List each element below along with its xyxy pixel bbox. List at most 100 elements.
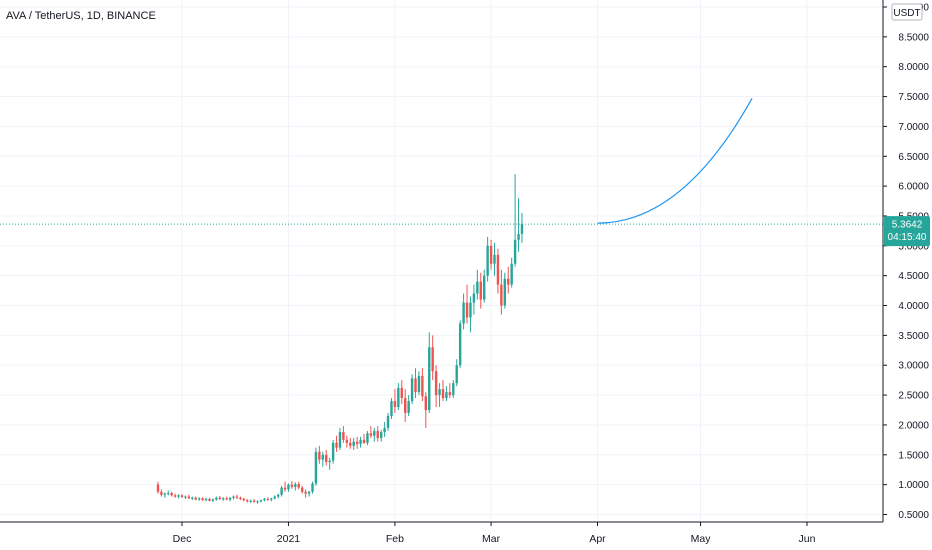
candle[interactable] — [256, 500, 259, 504]
candle-body[interactable] — [496, 254, 500, 285]
projection-curve[interactable] — [597, 98, 753, 224]
candle[interactable] — [496, 248, 500, 294]
candle-body[interactable] — [472, 293, 476, 303]
candle-body[interactable] — [469, 302, 472, 318]
candle[interactable] — [445, 386, 448, 402]
candle[interactable] — [287, 483, 290, 492]
candle[interactable] — [218, 495, 221, 501]
candle-body[interactable] — [513, 239, 517, 264]
candle-body[interactable] — [273, 496, 276, 499]
candle[interactable] — [472, 284, 476, 315]
candle-body[interactable] — [486, 245, 489, 276]
candle-body[interactable] — [184, 496, 187, 498]
candle-body[interactable] — [325, 454, 328, 462]
candle-body[interactable] — [314, 451, 318, 484]
projection-group[interactable] — [597, 98, 753, 224]
candle-body[interactable] — [379, 432, 383, 439]
candle-body[interactable] — [400, 387, 403, 399]
candle[interactable] — [424, 392, 428, 428]
candle[interactable] — [383, 421, 386, 437]
candle-body[interactable] — [201, 498, 204, 501]
candle-body[interactable] — [479, 281, 482, 300]
candle[interactable] — [300, 485, 304, 494]
candle-body[interactable] — [428, 347, 431, 411]
candle[interactable] — [222, 497, 225, 501]
candle[interactable] — [513, 174, 517, 267]
candle[interactable] — [304, 489, 307, 498]
currency-selector-box[interactable] — [891, 3, 923, 21]
candle[interactable] — [434, 365, 438, 408]
candle-body[interactable] — [160, 491, 163, 495]
candle-body[interactable] — [294, 484, 297, 488]
candle[interactable] — [239, 496, 242, 501]
candle[interactable] — [259, 499, 263, 503]
candle-body[interactable] — [397, 387, 400, 408]
candle[interactable] — [349, 438, 352, 449]
candle-body[interactable] — [256, 501, 259, 503]
candle-body[interactable] — [510, 263, 513, 285]
candle-body[interactable] — [228, 497, 232, 500]
candle[interactable] — [520, 212, 524, 243]
candle[interactable] — [359, 436, 362, 448]
candle[interactable] — [431, 335, 434, 381]
candle-body[interactable] — [318, 451, 321, 460]
candle[interactable] — [489, 239, 493, 270]
candle-body[interactable] — [167, 493, 170, 495]
candle-body[interactable] — [266, 498, 270, 500]
candle[interactable] — [476, 269, 479, 300]
candle-body[interactable] — [355, 441, 359, 445]
candle[interactable] — [355, 436, 359, 449]
candle-body[interactable] — [163, 493, 167, 495]
candle-body[interactable] — [331, 442, 335, 461]
candle-body[interactable] — [180, 495, 184, 498]
candle-body[interactable] — [249, 500, 252, 502]
candle-body[interactable] — [342, 432, 345, 440]
candle[interactable] — [441, 380, 445, 402]
candle[interactable] — [311, 481, 314, 494]
candle-body[interactable] — [455, 365, 458, 384]
candle[interactable] — [507, 266, 510, 294]
candle[interactable] — [201, 497, 204, 501]
candle-body[interactable] — [417, 375, 421, 393]
candle-body[interactable] — [431, 347, 434, 372]
candle-body[interactable] — [170, 493, 173, 496]
candle[interactable] — [328, 457, 331, 470]
candle[interactable] — [321, 451, 324, 467]
candle[interactable] — [397, 383, 400, 411]
candle[interactable] — [428, 332, 431, 413]
candle-body[interactable] — [300, 487, 304, 492]
candle-body[interactable] — [376, 430, 379, 439]
candle[interactable] — [232, 495, 235, 500]
candle-body[interactable] — [156, 484, 160, 492]
candle[interactable] — [338, 427, 342, 451]
candle[interactable] — [462, 293, 465, 330]
candle[interactable] — [180, 494, 184, 498]
candle-body[interactable] — [263, 498, 266, 501]
candle[interactable] — [215, 496, 218, 501]
candle[interactable] — [366, 430, 369, 446]
candle[interactable] — [362, 433, 366, 445]
candle[interactable] — [452, 380, 455, 399]
candle-body[interactable] — [414, 378, 417, 393]
candle-body[interactable] — [259, 500, 263, 502]
candle-body[interactable] — [345, 439, 349, 443]
candle-body[interactable] — [493, 254, 496, 264]
candle-body[interactable] — [191, 497, 194, 499]
candle-body[interactable] — [270, 498, 273, 500]
candle-body[interactable] — [482, 275, 486, 300]
candle[interactable] — [376, 426, 379, 442]
candle[interactable] — [283, 481, 287, 492]
candle[interactable] — [379, 429, 383, 442]
candle-body[interactable] — [204, 498, 208, 501]
candle-body[interactable] — [197, 498, 201, 500]
candle[interactable] — [184, 495, 187, 499]
candle-body[interactable] — [297, 484, 300, 488]
candle-body[interactable] — [239, 497, 242, 499]
candle-body[interactable] — [369, 433, 373, 436]
xlabels[interactable]: Dec 2021 Feb Mar Apr May Jun — [173, 533, 816, 545]
candle-body[interactable] — [383, 427, 386, 433]
candle-body[interactable] — [458, 323, 462, 366]
candle-body[interactable] — [410, 378, 414, 402]
candle-body[interactable] — [215, 497, 218, 500]
candle[interactable] — [503, 272, 507, 309]
